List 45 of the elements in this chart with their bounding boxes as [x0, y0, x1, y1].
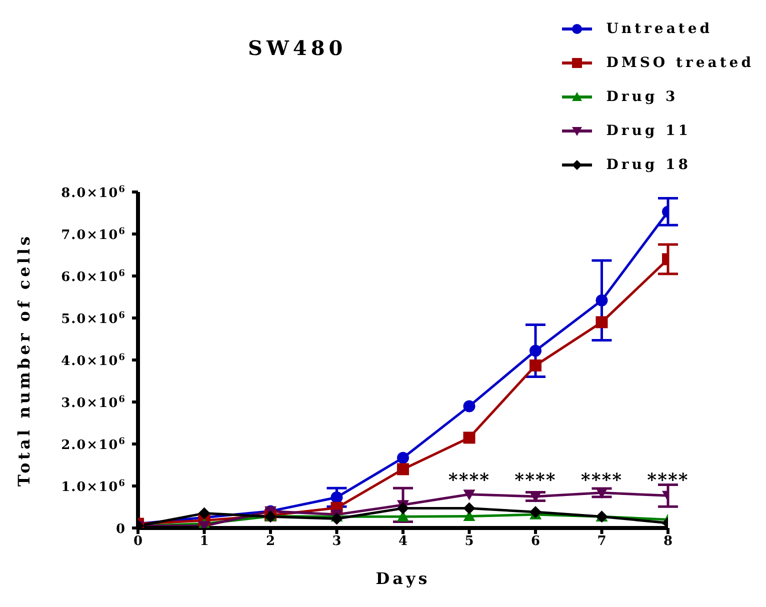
- legend-label: Drug 3: [606, 89, 678, 105]
- point: [596, 316, 608, 328]
- point: [397, 502, 409, 514]
- x-tick-label: 1: [200, 534, 209, 550]
- chart-title: SW480: [248, 36, 347, 60]
- point: [530, 506, 542, 518]
- legend-label: Drug 11: [606, 123, 692, 139]
- x-tick-label: 0: [133, 534, 143, 550]
- x-tick-label: 2: [266, 534, 276, 550]
- y-tick-label: 8.0×10$^{6}$: [61, 184, 126, 201]
- point: [530, 359, 542, 372]
- y-tick-label: 6.0×10$^{6}$: [61, 268, 126, 285]
- annotation: ****: [580, 470, 624, 491]
- legend-label: DMSO treated: [606, 55, 754, 71]
- y-tick-label: 1.0×10$^{6}$: [61, 478, 126, 495]
- annotation: ****: [646, 470, 690, 491]
- point: [530, 344, 542, 357]
- point: [596, 294, 608, 306]
- x-axis-title: Days: [376, 569, 430, 588]
- y-tick-label: 5.0×10$^{6}$: [61, 310, 126, 327]
- y-tick-label: 4.0×10$^{6}$: [61, 352, 126, 369]
- point: [463, 502, 476, 514]
- point: [463, 432, 476, 444]
- point: [397, 452, 409, 464]
- y-tick-label: 3.0×10$^{6}$: [61, 394, 126, 411]
- x-tick-label: 7: [597, 534, 606, 550]
- annotation: ****: [514, 470, 558, 491]
- x-tick-label: 8: [663, 534, 673, 550]
- legend-label: Untreated: [606, 21, 713, 37]
- point: [463, 490, 476, 500]
- y-tick-label: 0: [116, 522, 126, 537]
- x-tick-label: 4: [398, 534, 408, 550]
- y-tick-label: 7.0×10$^{6}$: [61, 226, 126, 243]
- point: [397, 463, 409, 476]
- point: [463, 400, 476, 412]
- y-tick-label: 2.0×10$^{6}$: [61, 436, 126, 453]
- point: [198, 507, 210, 520]
- point: [330, 491, 343, 504]
- point: [330, 512, 343, 525]
- x-tick-label: 6: [530, 534, 540, 550]
- y-axis-title: Total number of cells: [14, 234, 34, 486]
- annotation: ****: [447, 470, 492, 491]
- legend-label: Drug 18: [606, 157, 692, 173]
- x-tick-label: 3: [332, 534, 342, 550]
- x-tick-label: 5: [464, 534, 474, 550]
